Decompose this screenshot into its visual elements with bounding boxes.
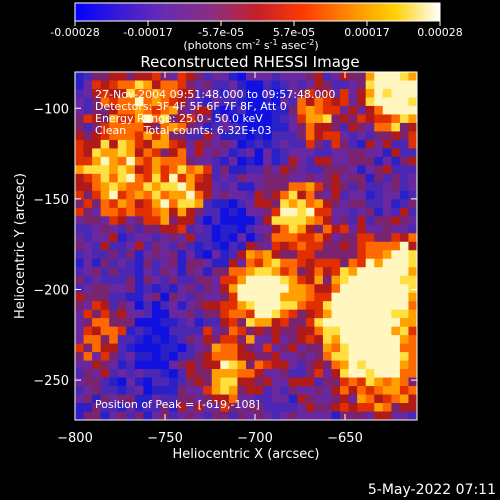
colorbar: -0.00028 -0.00017 -5.7e-05 5.7e-05 0.00017 0.… [50,2,463,52]
colorbar-tick-label: -0.00017 [123,26,172,39]
y-axis-title: Heliocentric Y (arcsec) [13,173,28,319]
x-axis-title: Heliocentric X (arcsec) [173,447,320,462]
colorbar-unit-label: (photons cm-2 s-1 asec-2) [183,38,318,52]
y-tick-label: −200 [33,284,69,299]
y-tick-label: −250 [33,374,69,389]
colorbar-tick-label: 0.00017 [344,26,390,39]
info-energy-range: Energy Range: 25.0 - 50.0 keV [95,112,263,125]
colorbar-tick-label: -5.7e-05 [198,26,244,39]
date-stamp: 5-May-2022 07:11 [367,482,496,498]
y-axis: −100 −150 −200 −250 [33,102,417,389]
y-tick-label: −100 [33,102,69,117]
x-tick-label: −650 [327,431,363,446]
plot-title: Reconstructed RHESSI Image [140,53,359,71]
x-tick-label: −750 [147,431,183,446]
info-clean-counts: Clean Total counts: 6.32E+03 [95,124,272,137]
observation-info: 27-Nov-2004 09:51:48.000 to 09:57:48.000… [95,88,335,137]
plot-frame [74,71,418,421]
rhessi-image [75,72,417,420]
peak-position-label: Position of Peak = [-619,-108] [95,398,260,411]
x-tick-label: −700 [237,431,273,446]
colorbar-ticks: -0.00028 -0.00017 -5.7e-05 5.7e-05 0.00017 0.… [50,21,463,39]
colorbar-strip [74,2,441,22]
colorbar-tick-label: -0.00028 [50,26,99,39]
x-axis: −800 −750 −700 −650 [57,72,363,446]
y-tick-label: −150 [33,193,69,208]
colorbar-tick-label: 5.7e-05 [273,26,315,39]
colorbar-tick-label: 0.00028 [417,26,463,39]
info-time-range: 27-Nov-2004 09:51:48.000 to 09:57:48.000 [95,88,335,101]
x-tick-label: −800 [57,431,93,446]
info-detectors: Detectors: 3F 4F 5F 6F 7F 8F, Att 0 [95,100,287,113]
